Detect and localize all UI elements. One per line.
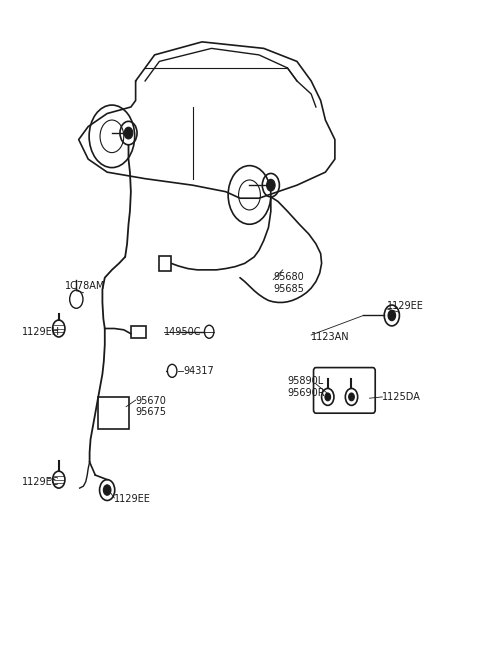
- Circle shape: [103, 485, 111, 495]
- Text: 1129EH: 1129EH: [22, 327, 60, 337]
- Circle shape: [348, 393, 354, 401]
- Circle shape: [124, 127, 133, 139]
- Text: 95670
95675: 95670 95675: [136, 396, 167, 417]
- Circle shape: [388, 310, 396, 321]
- Text: 1129EE: 1129EE: [114, 494, 151, 504]
- Text: 1C78AM: 1C78AM: [64, 281, 105, 291]
- FancyBboxPatch shape: [159, 256, 171, 271]
- Circle shape: [266, 179, 275, 191]
- Text: 1129EE: 1129EE: [387, 301, 424, 311]
- Text: 94317: 94317: [183, 366, 214, 376]
- Text: 1125DA: 1125DA: [383, 392, 421, 402]
- Text: 95680
95685: 95680 95685: [273, 272, 304, 294]
- Text: 1123AN: 1123AN: [311, 332, 350, 342]
- Text: 14950C: 14950C: [164, 327, 202, 337]
- Text: 1129EC: 1129EC: [22, 476, 59, 487]
- Text: 95890L
95690R: 95890L 95690R: [288, 376, 325, 398]
- Circle shape: [325, 393, 331, 401]
